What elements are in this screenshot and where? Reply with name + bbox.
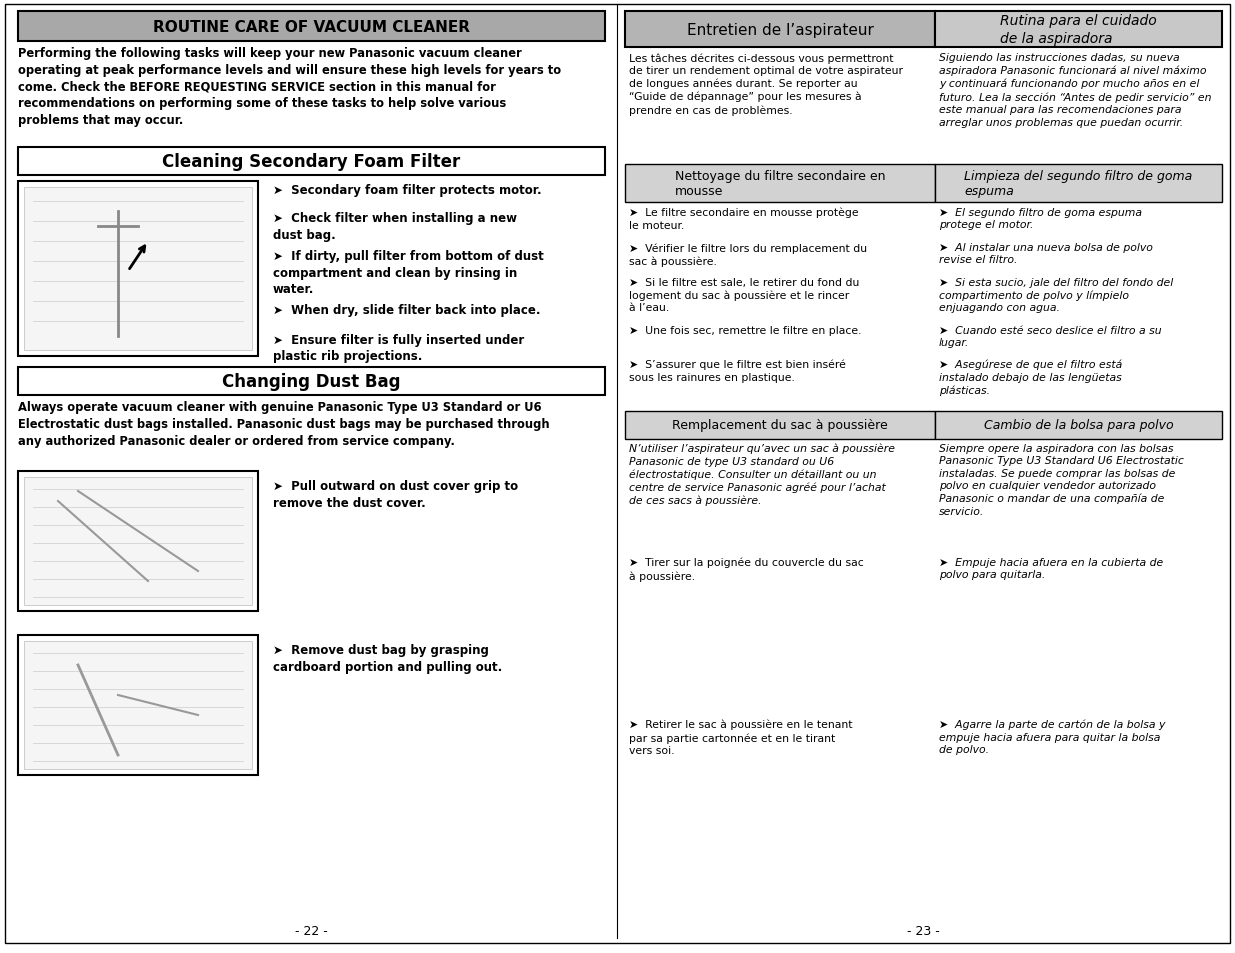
Bar [935,12,1221,48]
Text: Changing Dust Bag: Changing Dust Bag [222,373,400,391]
Bar [23,641,252,769]
Bar [19,182,258,356]
Text: Cleaning Secondary Foam Filter: Cleaning Secondary Foam Filter [162,152,461,171]
Bar [19,472,258,612]
Text: Siguiendo las instrucciones dadas, su nueva
aspiradora Panasonic funcionará al n: Siguiendo las instrucciones dadas, su nu… [939,53,1212,128]
Text: Les tâches décrites ci-dessous vous permettront
de tirer un rendement optimal de: Les tâches décrites ci-dessous vous perm… [629,53,903,115]
Text: ➤  Ensure filter is fully inserted under
plastic rib projections.: ➤ Ensure filter is fully inserted under … [273,334,524,363]
Text: ➤  Secondary foam filter protects motor.: ➤ Secondary foam filter protects motor. [273,184,542,196]
Text: ➤  Si esta sucio, jale del filtro del fondo del
compartimento de polvo y límpiel: ➤ Si esta sucio, jale del filtro del fon… [939,277,1173,314]
Text: ➤  Vérifier le filtre lors du remplacement du
sac à poussière.: ➤ Vérifier le filtre lors du remplacemen… [629,243,867,266]
Text: Performing the following tasks will keep your new Panasonic vacuum cleaner
opera: Performing the following tasks will keep… [19,47,561,127]
Text: ➤  Le filtre secondaire en mousse protège
le moteur.: ➤ Le filtre secondaire en mousse protège… [629,208,858,231]
Bar [19,148,605,175]
Text: Always operate vacuum cleaner with genuine Panasonic Type U3 Standard or U6
Elec: Always operate vacuum cleaner with genui… [19,400,550,447]
Bar [935,165,1221,203]
Bar [19,368,605,395]
Text: ➤  Al instalar una nueva bolsa de polvo
revise el filtro.: ➤ Al instalar una nueva bolsa de polvo r… [939,243,1153,265]
Text: N’utiliser l’aspirateur qu’avec un sac à poussière
Panasonic de type U3 standard: N’utiliser l’aspirateur qu’avec un sac à… [629,443,895,505]
Text: ➤  S’assurer que le filtre est bien inséré
sous les rainures en plastique.: ➤ S’assurer que le filtre est bien insér… [629,359,846,382]
Text: ➤  When dry, slide filter back into place.: ➤ When dry, slide filter back into place… [273,304,541,316]
Bar [19,636,258,775]
Bar [23,477,252,605]
Bar [625,165,935,203]
Text: Rutina para el cuidado
de la aspiradora: Rutina para el cuidado de la aspiradora [1000,14,1157,46]
Bar [23,188,252,351]
Text: ➤  El segundo filtro de goma espuma
protege el motor.: ➤ El segundo filtro de goma espuma prote… [939,208,1142,231]
Bar [625,412,935,439]
Text: - 23 -: - 23 - [908,924,940,938]
Text: Siempre opere la aspiradora con las bolsas
Panasonic Type U3 Standard U6 Electro: Siempre opere la aspiradora con las bols… [939,443,1184,517]
Text: - 22 -: - 22 - [295,924,327,938]
Bar [625,12,935,48]
Text: Cambio de la bolsa para polvo: Cambio de la bolsa para polvo [984,419,1173,432]
Text: ROUTINE CARE OF VACUUM CLEANER: ROUTINE CARE OF VACUUM CLEANER [153,19,471,34]
Text: ➤  Une fois sec, remettre le filtre en place.: ➤ Une fois sec, remettre le filtre en pl… [629,326,862,335]
Text: ➤  Empuje hacia afuera en la cubierta de
polvo para quitarla.: ➤ Empuje hacia afuera en la cubierta de … [939,558,1163,579]
Text: ➤  Pull outward on dust cover grip to
remove the dust cover.: ➤ Pull outward on dust cover grip to rem… [273,479,519,509]
Text: ➤  Check filter when installing a new
dust bag.: ➤ Check filter when installing a new dus… [273,212,517,241]
Text: ➤  Remove dust bag by grasping
cardboard portion and pulling out.: ➤ Remove dust bag by grasping cardboard … [273,643,503,673]
Text: Entretien de l’aspirateur: Entretien de l’aspirateur [687,23,873,37]
Text: ➤  Tirer sur la poignée du couvercle du sac
à poussière.: ➤ Tirer sur la poignée du couvercle du s… [629,558,863,581]
Text: ➤  If dirty, pull filter from bottom of dust
compartment and clean by rinsing in: ➤ If dirty, pull filter from bottom of d… [273,250,543,295]
Text: ➤  Si le filtre est sale, le retirer du fond du
logement du sac à poussière et l: ➤ Si le filtre est sale, le retirer du f… [629,277,860,314]
Text: ➤  Cuando esté seco deslice el filtro a su
lugar.: ➤ Cuando esté seco deslice el filtro a s… [939,326,1162,348]
Text: Nettoyage du filtre secondaire en
mousse: Nettoyage du filtre secondaire en mousse [674,170,885,198]
Text: ➤  Retirer le sac à poussière en le tenant
par sa partie cartonnée et en le tira: ➤ Retirer le sac à poussière en le tenan… [629,720,852,755]
Text: Limpieza del segundo filtro de goma
espuma: Limpieza del segundo filtro de goma espu… [965,170,1193,198]
Bar [19,12,605,42]
Text: ➤  Asegúrese de que el filtro está
instalado debajo de las lengüetas
plásticas.: ➤ Asegúrese de que el filtro está instal… [939,359,1123,395]
Text: ➤  Agarre la parte de cartón de la bolsa y
empuje hacia afuera para quitar la bo: ➤ Agarre la parte de cartón de la bolsa … [939,720,1166,755]
Text: Remplacement du sac à poussière: Remplacement du sac à poussière [672,419,888,432]
Bar [935,412,1221,439]
